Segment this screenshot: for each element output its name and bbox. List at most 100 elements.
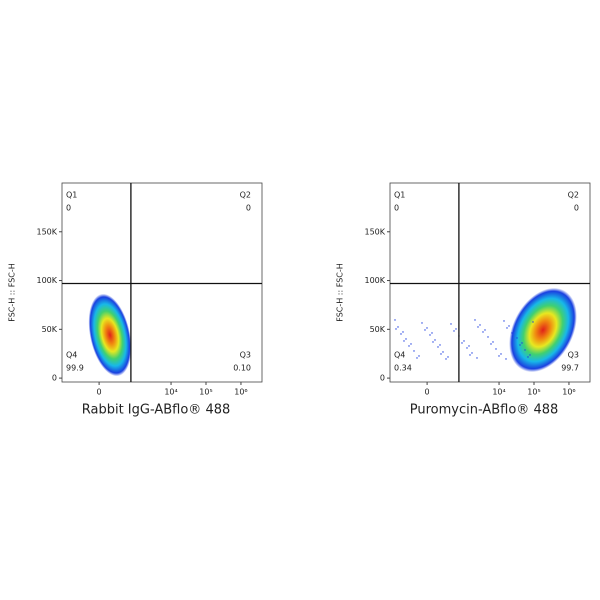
quadrant-name: Q2 [568, 191, 579, 200]
sparse-event [516, 337, 518, 339]
sparse-event [413, 350, 415, 352]
y-tick-label: 100K [364, 276, 385, 285]
sparse-event [468, 345, 470, 347]
quadrant-percent: 0.34 [394, 364, 412, 373]
sparse-event [466, 347, 468, 349]
y-axis-label: FSC-H :: FSC-H [8, 263, 17, 322]
sparse-event [445, 358, 447, 360]
quadrant-percent: 0.10 [233, 364, 251, 373]
x-tick-label: 10⁵ [527, 388, 540, 397]
sparse-event [429, 334, 431, 336]
sparse-event [424, 329, 426, 331]
sparse-event [476, 357, 478, 359]
sparse-event [447, 356, 449, 358]
sparse-event [395, 328, 397, 330]
sparse-event [440, 353, 442, 355]
sparse-event [442, 351, 444, 353]
sparse-event [474, 319, 476, 321]
sparse-event [511, 332, 513, 334]
sparse-event [484, 329, 486, 331]
x-tick-label: 10⁶ [562, 388, 575, 397]
quadrant-name: Q4 [66, 351, 77, 360]
sparse-event [513, 330, 515, 332]
quadrant-name: Q1 [66, 191, 77, 200]
x-tick-label: 10⁶ [234, 388, 247, 397]
x-tick-label: 10⁴ [164, 388, 177, 397]
y-tick-label: 50K [370, 325, 386, 334]
sparse-event [463, 340, 465, 342]
x-tick-label: 10⁵ [199, 388, 212, 397]
quadrant-name: Q3 [240, 351, 251, 360]
sparse-event [482, 331, 484, 333]
x-tick-label: 10⁴ [492, 388, 505, 397]
sparse-event [437, 346, 439, 348]
sparse-event [505, 358, 507, 360]
x-axis-label: Puromycin-ABflo® 488 [410, 403, 559, 418]
quadrant-name: Q1 [394, 191, 405, 200]
sparse-event [416, 357, 418, 359]
sparse-event [434, 339, 436, 341]
plot-frame [389, 182, 591, 383]
sparse-event [477, 326, 479, 328]
sparse-event [410, 343, 412, 345]
quadrant-percent: 0 [66, 204, 71, 213]
sparse-event [500, 353, 502, 355]
y-tick-label: 50K [42, 325, 58, 334]
sparse-event [439, 344, 441, 346]
sparse-event [529, 354, 531, 356]
y-axis-label: FSC-H :: FSC-H [336, 263, 345, 322]
sparse-event [492, 341, 494, 343]
sparse-event [450, 323, 452, 325]
plot-frame [61, 182, 263, 383]
sparse-event [487, 336, 489, 338]
sparse-event [519, 344, 521, 346]
sparse-event [405, 338, 407, 340]
quadrant-percent: 0 [394, 204, 399, 213]
sparse-event [403, 340, 405, 342]
sparse-event [503, 320, 505, 322]
sparse-event [402, 331, 404, 333]
y-tick-label: 100K [36, 276, 57, 285]
y-tick-label: 150K [36, 227, 57, 236]
quadrant-percent: 99.9 [66, 364, 84, 373]
sparse-event [408, 345, 410, 347]
sparse-event [471, 352, 473, 354]
sparse-event [453, 330, 455, 332]
sparse-event [521, 342, 523, 344]
sparse-event [432, 341, 434, 343]
y-tick-label: 150K [364, 227, 385, 236]
sparse-event [394, 319, 396, 321]
sparse-event [479, 324, 481, 326]
sparse-event [508, 325, 510, 327]
quadrant-percent: 99.7 [561, 364, 579, 373]
density-cloud [509, 287, 577, 373]
quadrant-name: Q4 [394, 351, 405, 360]
density-cloud [88, 293, 132, 377]
sparse-event [418, 355, 420, 357]
y-tick-label: 0 [380, 374, 385, 383]
sparse-event [421, 322, 423, 324]
sparse-event [524, 349, 526, 351]
quadrant-percent: 0 [246, 204, 251, 213]
sparse-event [527, 356, 529, 358]
sparse-event [469, 354, 471, 356]
x-tick-label: 0 [425, 388, 430, 397]
x-axis-label: Rabbit IgG-ABflo® 488 [82, 403, 231, 418]
sparse-event [506, 327, 508, 329]
sparse-event [495, 348, 497, 350]
sparse-event [455, 328, 457, 330]
sparse-event [400, 333, 402, 335]
quadrant-name: Q3 [568, 351, 579, 360]
y-tick-label: 0 [52, 374, 57, 383]
sparse-event [426, 327, 428, 329]
sparse-event [490, 343, 492, 345]
sparse-event [532, 321, 534, 323]
quadrant-name: Q2 [240, 191, 251, 200]
quadrant-percent: 0 [574, 204, 579, 213]
sparse-event [397, 326, 399, 328]
panel: 0 50K 100K 150K 0 10⁴ 10⁵ 10⁶ Q1 0 Q2 0 Q3 0.10 Q4 99.9… [8, 182, 263, 418]
sparse-event [498, 355, 500, 357]
x-tick-label: 0 [97, 388, 102, 397]
panel: 0 50K 100K 150K 0 10⁴ 10⁵ 10⁶ Q1 0 Q2 0 Q3 99.7 Q4 0.34… [336, 182, 591, 418]
